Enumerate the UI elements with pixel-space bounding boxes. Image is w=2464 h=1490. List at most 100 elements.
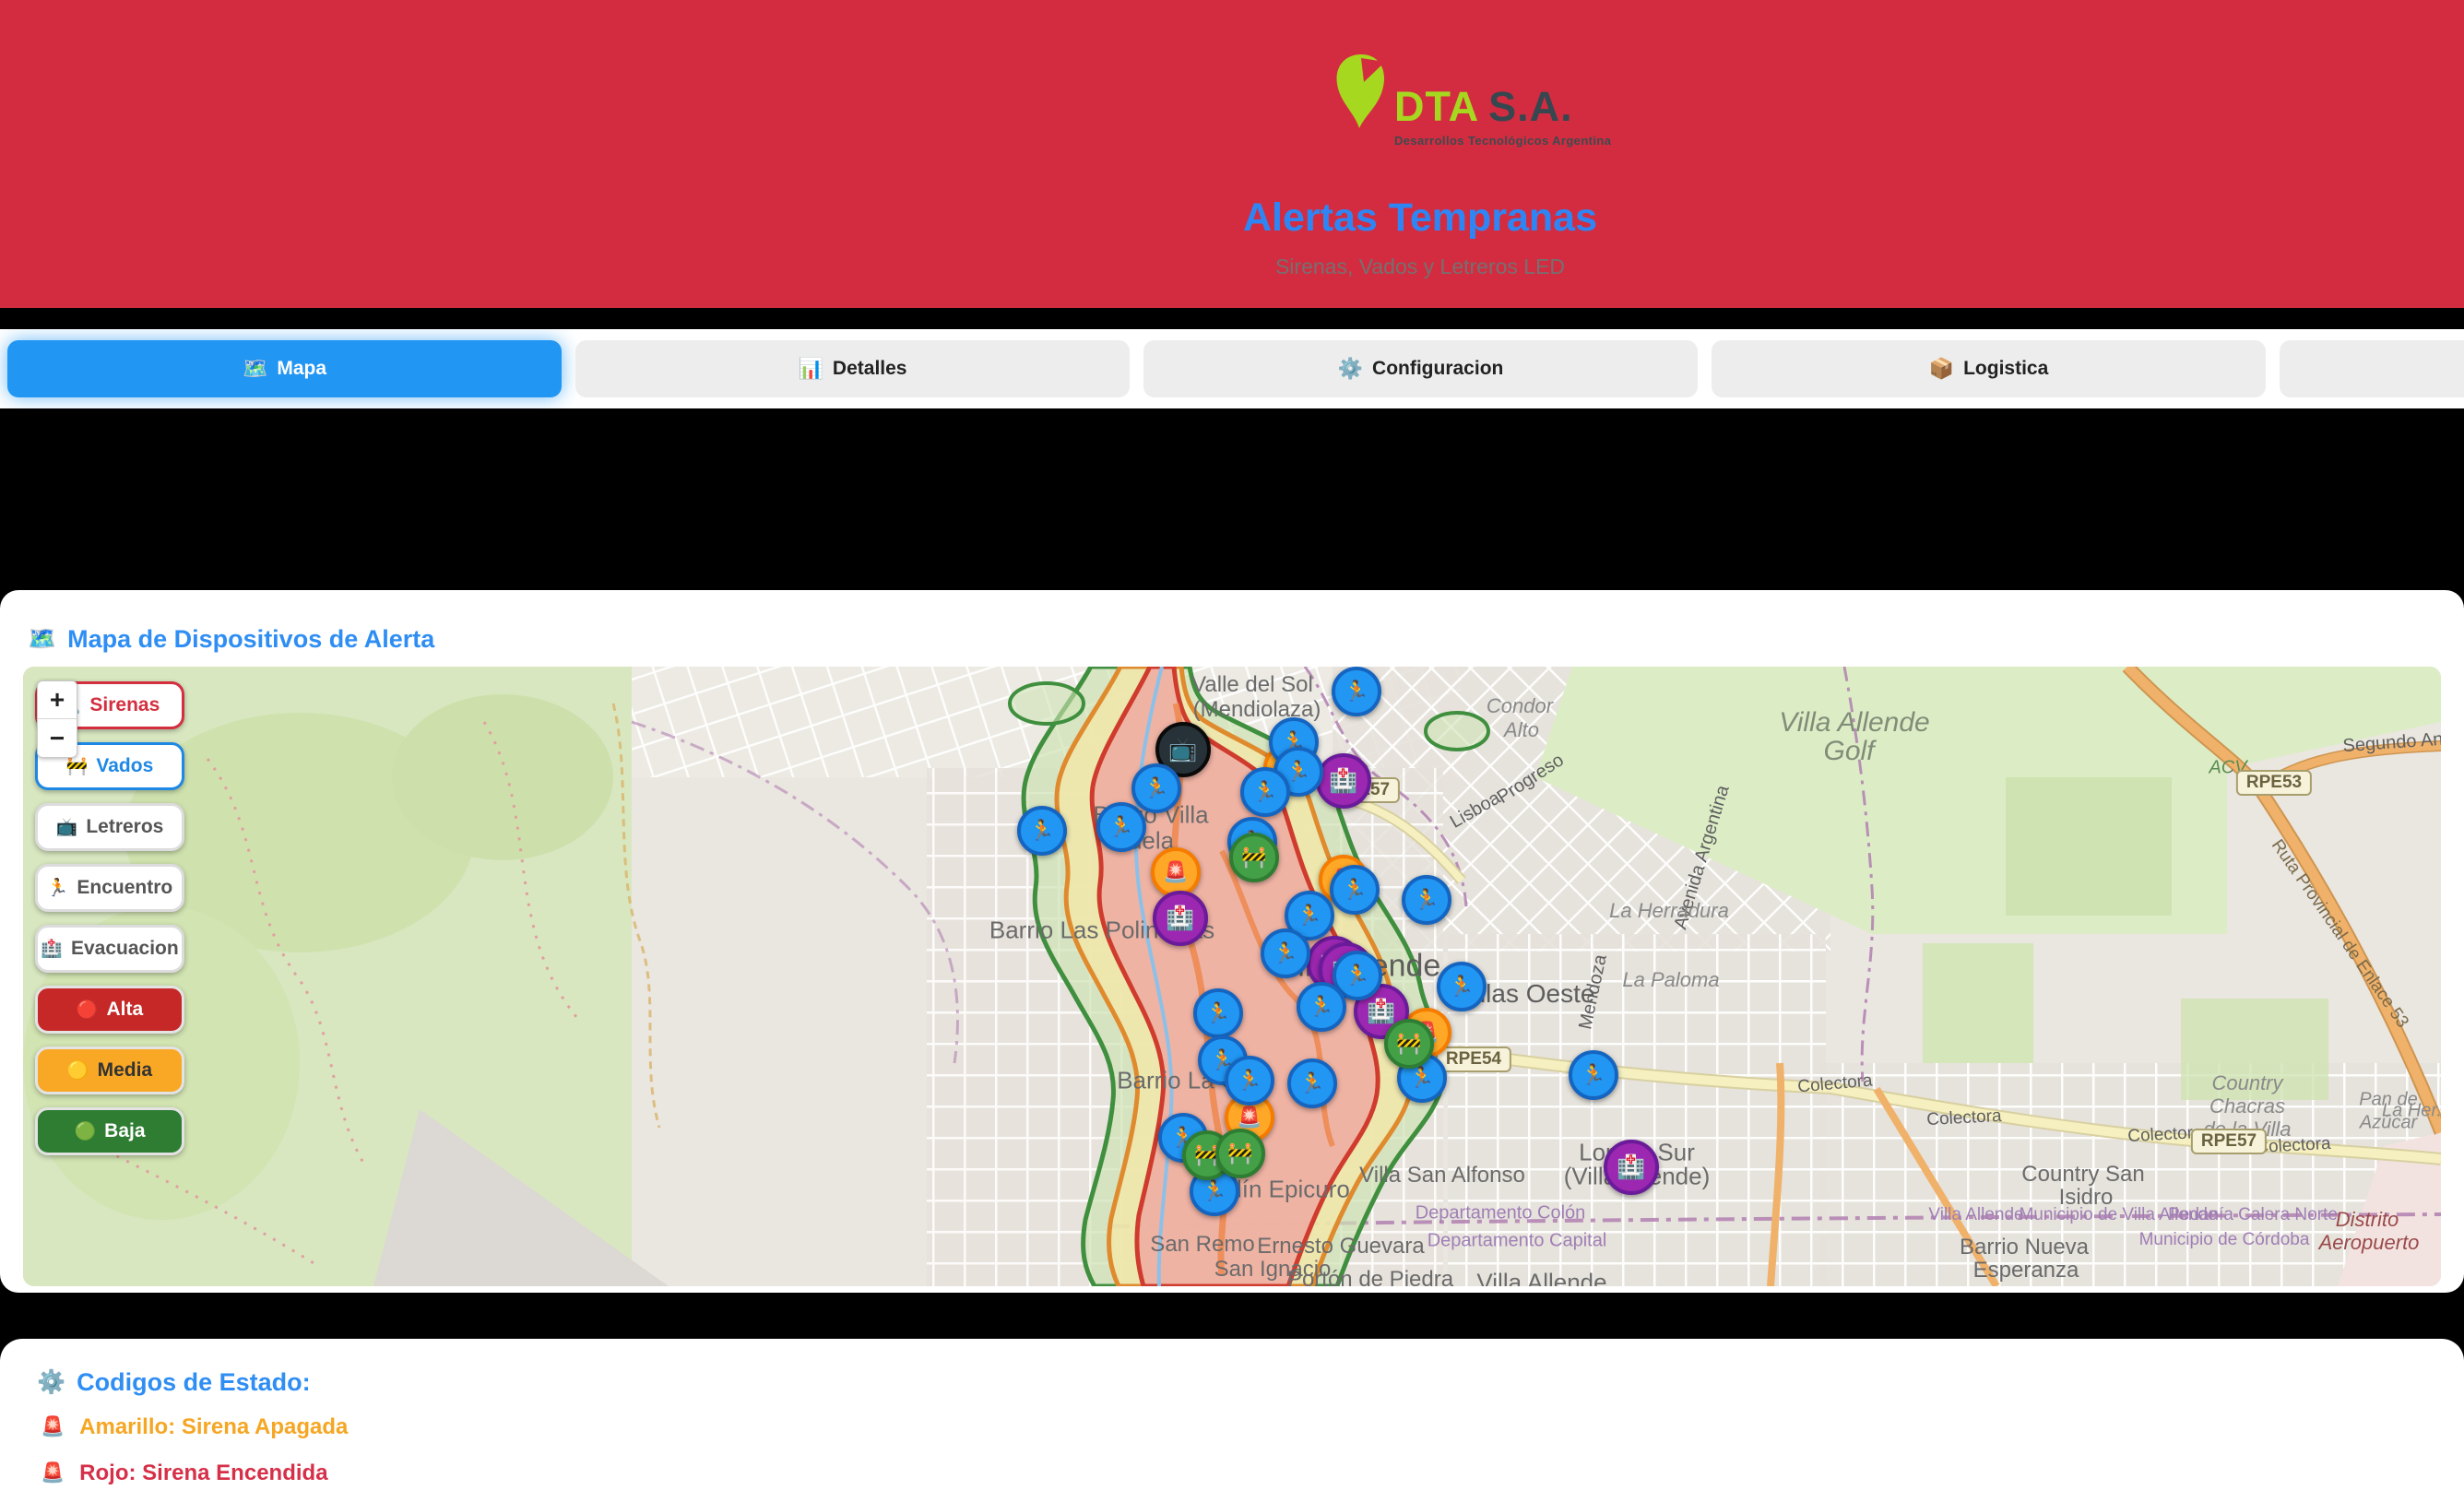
logo-drop-icon [1336,54,1385,128]
legend-icon-encuentro: 🏃 [46,879,69,898]
gear-icon: ⚙️ [37,1369,66,1395]
siren-icon: 🚨 [41,1416,65,1437]
map-label: Municipio de Córdoba [2138,1230,2310,1249]
evacuacion-icon: 🏥 [1166,905,1195,931]
legend-icon-letreros: 📺 [55,818,78,837]
encuentro-marker[interactable]: 🏃 [1017,806,1067,856]
evacuacion-icon: 🏥 [1329,767,1358,794]
evacuacion-marker[interactable]: 🏥 [1604,1140,1659,1195]
map-label: Alto [1504,718,1539,741]
tab-configuracion[interactable]: ⚙️ Configuracion [1143,340,1698,397]
map-label: La Paloma [1622,968,1720,991]
filter-section: 🔍 Filtros del Mapa: 🚨Sirenas🚧Vados📺Letre… [0,408,2464,996]
legend-label: Sirenas [89,694,160,715]
status-text: Rojo: Sirena Encendida [79,1460,328,1485]
legend-label: Letreros [86,816,164,837]
evacuacion-icon: 🏥 [1367,998,1396,1024]
map-label: San Ignacio [1214,1257,1332,1282]
map-label: Condor [1486,694,1554,717]
encuentro-marker[interactable]: 🏃 [1193,988,1243,1038]
sirena-icon: 🚨 [1163,860,1189,883]
evacuacion-marker[interactable]: 🏥 [1316,753,1371,809]
map-icon: 🗺️ [28,626,57,652]
status-card [0,1339,2464,1490]
evacuacion-icon: 🏥 [1617,1153,1646,1180]
encuentro-marker[interactable]: 🏃 [1332,667,1381,716]
map-label: Azúcar [2359,1112,2418,1133]
route-shield-rpe53: RPE53 [2235,770,2313,796]
tab-icon: ⚙️ [1337,357,1364,380]
vado-marker[interactable]: 🚧 [1229,833,1279,882]
encuentro-icon: 🏃 [1344,680,1369,703]
evacuacion-marker[interactable]: 🏥 [1153,891,1208,946]
legend-label: Alta [106,999,144,1020]
encuentro-icon: 🏃 [1273,941,1298,964]
legend-icon-alta: 🔴 [76,1000,99,1020]
encuentro-icon: 🏃 [1449,975,1475,998]
tab-mapa[interactable]: 🗺️ Mapa [7,340,562,397]
encuentro-marker[interactable]: 🏃 [1402,875,1451,925]
encuentro-marker[interactable]: 🏃 [1096,802,1146,852]
encuentro-marker[interactable]: 🏃 [1225,1056,1274,1106]
letrero-icon: 📺 [1168,736,1198,763]
legend-letreros[interactable]: 📺 Letreros [35,803,184,851]
vado-marker[interactable]: 🚧 [1384,1019,1434,1069]
legend-label: Encuentro [77,877,173,898]
map-label: Pan de [2359,1089,2418,1110]
siren-icon: 🚨 [41,1462,65,1484]
encuentro-marker[interactable]: 🏃 [1131,763,1181,813]
legend-alta[interactable]: 🔴 Alta [35,986,184,1034]
encuentro-marker[interactable]: 🏃 [1240,767,1290,817]
map-label: Colectora [1925,1106,2003,1130]
map-label: La Herradura [1609,899,1729,922]
sirena-marker[interactable]: 🚨 [1151,847,1201,897]
vado-marker[interactable]: 🚧 [1215,1129,1265,1178]
encuentro-icon: 🏃 [1309,995,1334,1018]
leaflet-map[interactable]: Valle del Sol (Mendiolaza) Condor Alto Progr… [23,667,2441,1286]
encuentro-icon: 🏃 [1409,1066,1435,1089]
encuentro-icon: 🏃 [1297,904,1322,927]
encuentro-icon: 🏃 [1205,1001,1231,1024]
legend-evacuacion[interactable]: 🏥 Evacuacion [35,925,184,973]
status-line: 🚨 Amarillo: Sirena Apagada [41,1414,348,1440]
map-label: Barrio Nueva [1959,1235,2090,1259]
zoom-in-button[interactable]: + [38,681,77,719]
encuentro-icon: 🏃 [1285,760,1311,783]
map-label: La Her... [2382,1100,2441,1121]
map-label: Municipio de Villa Allende [2019,1205,2218,1224]
tab-label: Mapa [277,358,327,379]
encuentro-icon: 🏃 [1299,1071,1325,1094]
encuentro-icon: 🏃 [1143,776,1169,799]
map-label: Departamento Colón [1415,1202,1586,1224]
map-label: Chacras [2209,1094,2285,1118]
legend-media[interactable]: 🟡 Media [35,1047,184,1094]
map-label: Country San [2021,1162,2145,1187]
encuentro-marker[interactable]: 🏃 [1287,1058,1337,1108]
legend-baja[interactable]: 🟢 Baja [35,1107,184,1155]
logo-suffix: S.A. [1488,83,1573,130]
encuentro-icon: 🏃 [1342,878,1368,901]
map-label: Aeropuerto [2318,1231,2420,1254]
legend-icon-media: 🟡 [66,1061,89,1081]
map-label: Ernesto Guevara [1257,1234,1425,1259]
letrero-marker[interactable]: 📺 [1155,722,1211,777]
vado-icon: 🚧 [1227,1141,1253,1165]
tab-extra[interactable] [2280,340,2464,397]
encuentro-marker[interactable]: 🏃 [1261,928,1310,978]
tab-detalles[interactable]: 📊 Detalles [575,340,1130,397]
legend-label: Evacuacion [70,938,179,959]
encuentro-marker[interactable]: 🏃 [1569,1050,1618,1100]
encuentro-marker[interactable]: 🏃 [1330,865,1380,915]
legend-label: Baja [104,1120,146,1141]
map-label: San Remo [1150,1232,1255,1257]
encuentro-marker[interactable]: 🏃 [1297,982,1346,1032]
map-label: Villa Allende [1779,707,1930,738]
tab-icon: 📊 [798,357,823,380]
legend-encuentro[interactable]: 🏃 Encuentro [35,864,184,912]
map-label: Villa San Alfonso [1359,1163,1525,1188]
zoom-out-button[interactable]: − [49,723,65,752]
encuentro-marker[interactable]: 🏃 [1437,962,1487,1011]
legend-icon-vados: 🚧 [65,757,89,776]
tab-logistica[interactable]: 📦 Logistica [1712,340,2266,397]
